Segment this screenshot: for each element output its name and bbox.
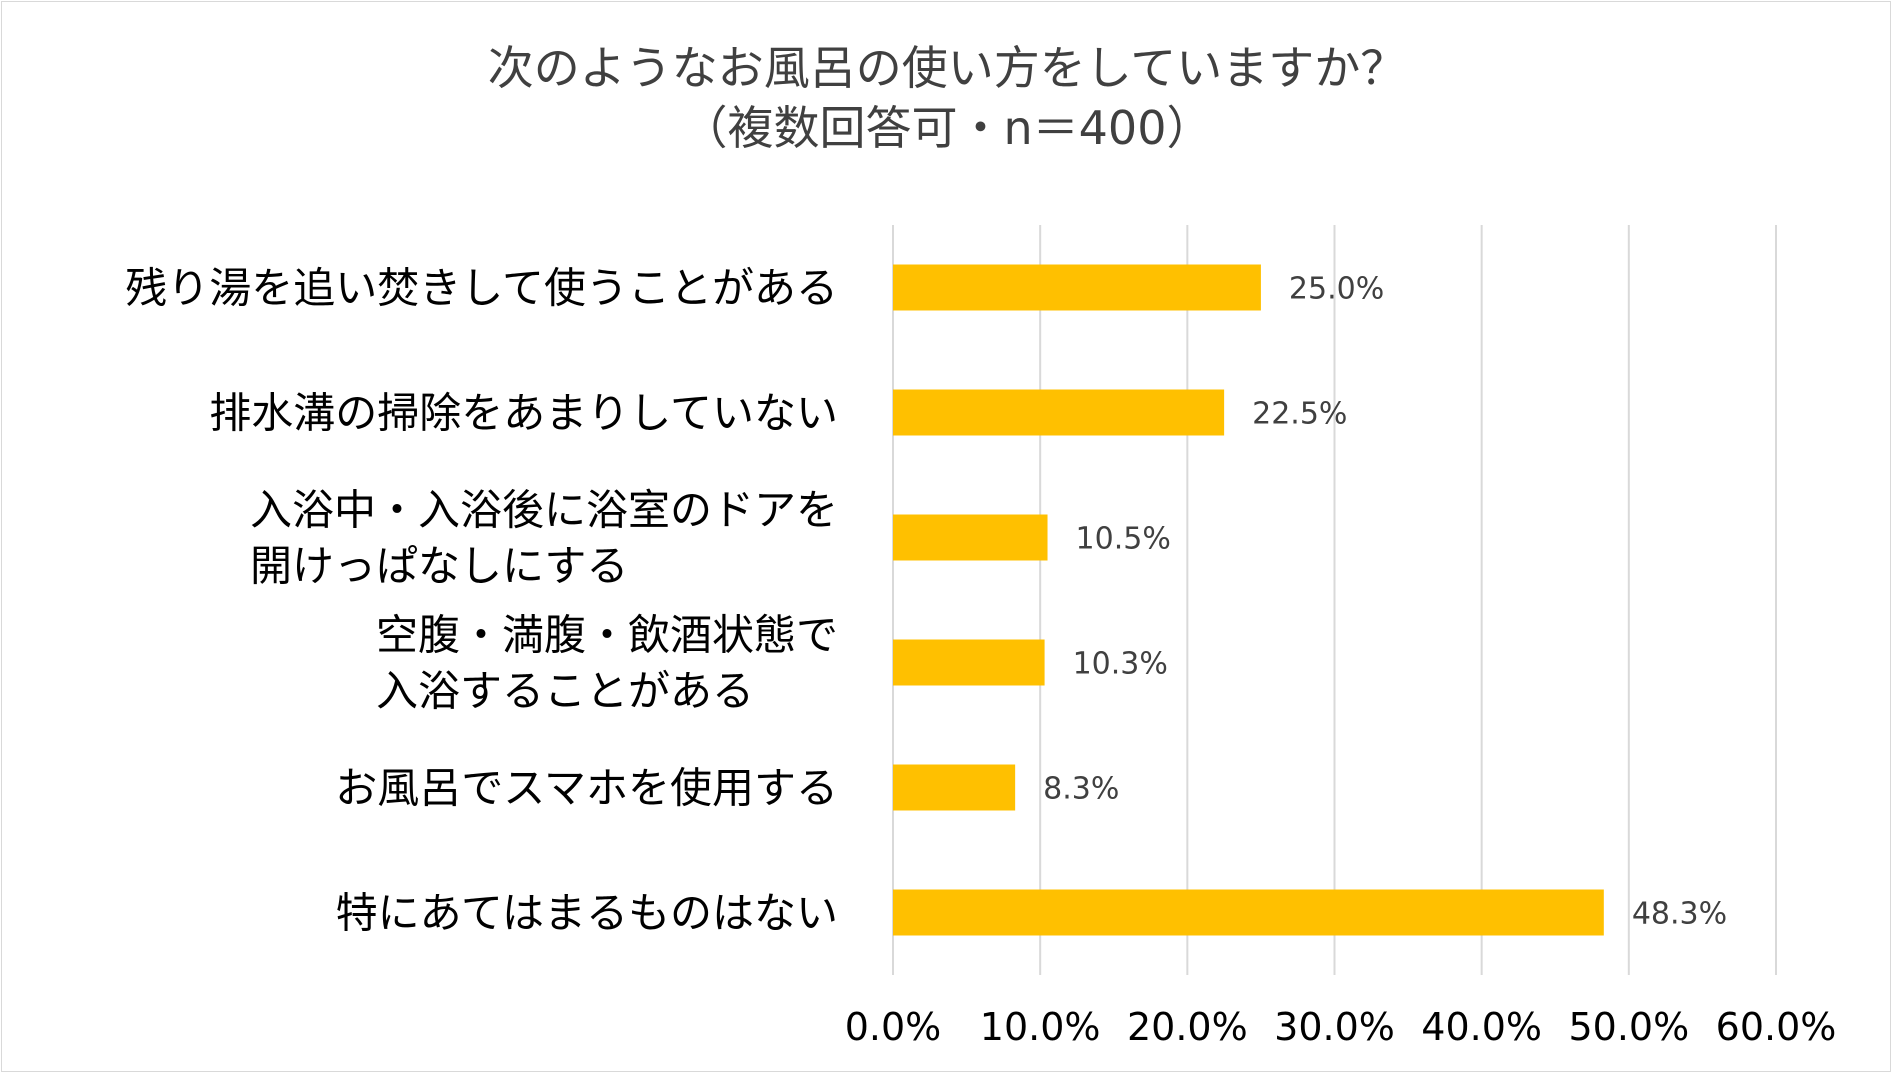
x-tick-label-6: 60.0% (1716, 1005, 1837, 1049)
data-label-0: 25.0% (1289, 272, 1384, 307)
category-label-2-line-0: 入浴中・入浴後に浴室のドアを (250, 486, 838, 535)
bar-5 (893, 889, 1604, 936)
bar-2 (893, 514, 1048, 561)
bar-0 (893, 264, 1261, 311)
category-label-0-line-0: 残り湯を追い焚きして使うことがある (125, 264, 838, 313)
x-tick-label-4: 40.0% (1421, 1005, 1542, 1049)
chart-title-line-1: 次のようなお風呂の使い方をしていますか？ (487, 41, 1407, 95)
x-axis-tick-labels: 0.0% 10.0% 20.0% 30.0% 40.0% 50.0% 60.0% (845, 1005, 1837, 1049)
data-label-1: 22.5% (1252, 397, 1347, 432)
category-label-5-line-0: 特にあてはまるものはない (336, 889, 838, 938)
category-label-4: お風呂でスマホを使用する (335, 764, 838, 813)
x-tick-label-3: 30.0% (1274, 1005, 1395, 1049)
category-label-5: 特にあてはまるものはない (336, 889, 838, 938)
data-labels: 25.0% 22.5% 10.5% 10.3% 8.3% 48.3% (1043, 272, 1727, 932)
bar-4 (893, 764, 1016, 811)
chart-title-line-2: （複数回答可・n＝400） (681, 101, 1213, 155)
x-tick-label-2: 20.0% (1127, 1005, 1248, 1049)
gridlines (892, 225, 1777, 975)
category-label-1-line-0: 排水溝の掃除をあまりしていない (209, 389, 838, 438)
category-label-3-line-1: 入浴することがある (376, 667, 754, 716)
x-tick-label-1: 10.0% (980, 1005, 1101, 1049)
category-label-4-line-0: お風呂でスマホを使用する (335, 764, 838, 813)
data-label-5: 48.3% (1632, 897, 1727, 932)
x-tick-label-5: 50.0% (1568, 1005, 1689, 1049)
bar-1 (893, 389, 1225, 436)
category-label-3: 空腹・満腹・飲酒状態で入浴することがある (376, 611, 838, 716)
data-label-3: 10.3% (1073, 647, 1168, 682)
category-label-0: 残り湯を追い焚きして使うことがある (125, 264, 838, 313)
bars (893, 264, 1604, 936)
data-label-4: 8.3% (1043, 772, 1119, 807)
x-tick-label-0: 0.0% (845, 1005, 942, 1049)
category-labels: 残り湯を追い焚きして使うことがある排水溝の掃除をあまりしていない入浴中・入浴後に… (125, 264, 838, 938)
category-label-1: 排水溝の掃除をあまりしていない (209, 389, 838, 438)
category-label-2: 入浴中・入浴後に浴室のドアを開けっぱなしにする (250, 486, 838, 591)
chart-title: 次のようなお風呂の使い方をしていますか？ （複数回答可・n＝400） (0, 38, 1894, 158)
data-label-2: 10.5% (1076, 522, 1171, 557)
category-label-2-line-1: 開けっぱなしにする (250, 542, 628, 591)
category-label-3-line-0: 空腹・満腹・飲酒状態で (376, 611, 838, 660)
bar-3 (893, 639, 1045, 686)
